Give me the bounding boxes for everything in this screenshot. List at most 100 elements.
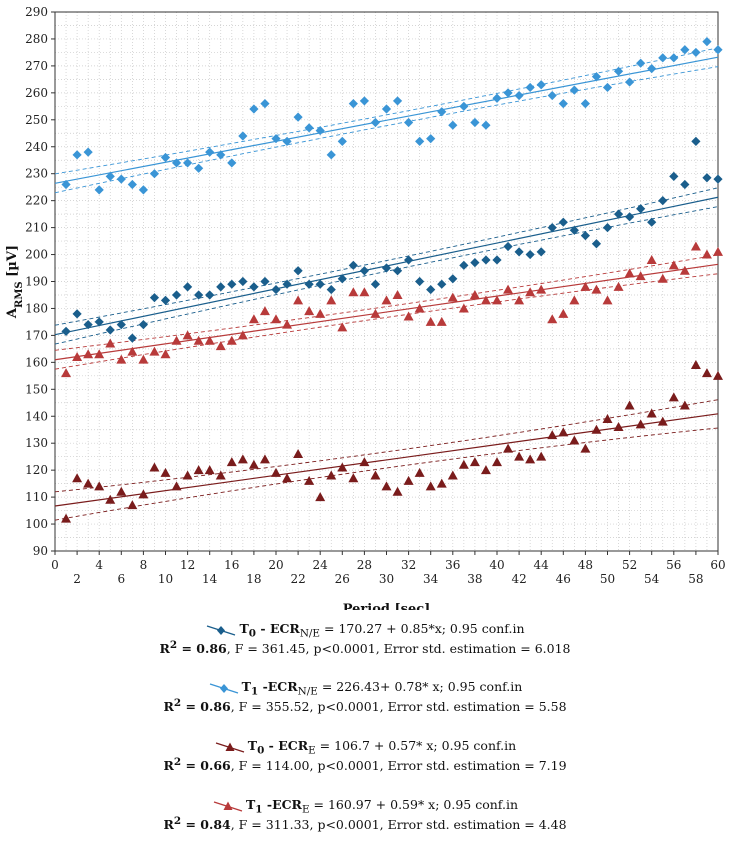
point-diamond bbox=[404, 117, 414, 128]
point-triangle bbox=[447, 292, 458, 302]
point-diamond bbox=[669, 171, 679, 181]
x-tick-label: 42 bbox=[511, 572, 526, 586]
point-diamond bbox=[381, 263, 392, 273]
legend-stats-line: R2 = 0.86, F = 355.52, p<0.0001, Error s… bbox=[0, 697, 730, 715]
point-triangle bbox=[149, 462, 160, 472]
point-diamond bbox=[558, 217, 568, 227]
point-diamond bbox=[337, 136, 347, 146]
y-axis-label-sub: RMS bbox=[14, 281, 25, 308]
point-diamond bbox=[492, 255, 502, 265]
y-axis-label: ARMS [µV] bbox=[5, 245, 25, 319]
point-triangle bbox=[381, 481, 392, 491]
y-tick-label: 220 bbox=[25, 194, 48, 208]
point-diamond bbox=[72, 309, 82, 319]
y-tick-label: 260 bbox=[25, 86, 48, 100]
point-triangle bbox=[337, 462, 348, 472]
point-diamond bbox=[580, 99, 590, 109]
legend-r2-value: = 0.66 bbox=[181, 758, 231, 774]
y-tick-label: 140 bbox=[25, 409, 48, 423]
legend-label: - ECR bbox=[256, 621, 300, 636]
point-diamond bbox=[205, 290, 215, 300]
point-diamond bbox=[94, 185, 104, 195]
point-diamond bbox=[602, 82, 613, 93]
point-triangle bbox=[293, 295, 304, 305]
point-diamond bbox=[569, 225, 579, 235]
y-tick-label: 160 bbox=[25, 355, 48, 369]
point-triangle bbox=[193, 335, 204, 345]
legend-r2-sup: 2 bbox=[173, 756, 182, 768]
y-tick-label: 120 bbox=[25, 463, 48, 477]
x-tick-label: 54 bbox=[644, 572, 660, 586]
y-tick-label: 230 bbox=[25, 167, 48, 181]
point-triangle bbox=[259, 454, 270, 464]
x-tick-label: 26 bbox=[335, 572, 350, 586]
point-triangle bbox=[149, 346, 160, 356]
point-triangle bbox=[127, 346, 138, 356]
point-triangle bbox=[370, 308, 381, 318]
point-triangle bbox=[293, 448, 304, 458]
legend-entry: T0 - ECRE = 106.7 + 0.57* x; 0.95 conf.i… bbox=[0, 738, 730, 774]
point-triangle bbox=[359, 457, 370, 467]
y-tick-label: 110 bbox=[25, 490, 48, 504]
legend-symbol bbox=[215, 741, 244, 753]
point-triangle bbox=[602, 295, 613, 305]
point-triangle bbox=[94, 481, 105, 491]
point-diamond bbox=[337, 274, 347, 284]
point-triangle bbox=[536, 451, 547, 461]
legend-r2-prefix: R bbox=[159, 641, 170, 657]
legend-symbol bbox=[209, 682, 238, 694]
x-tick-label: 28 bbox=[357, 558, 372, 572]
point-triangle bbox=[403, 475, 414, 485]
point-diamond bbox=[171, 290, 182, 300]
x-tick-label: 40 bbox=[489, 558, 504, 572]
point-diamond bbox=[205, 147, 215, 157]
point-diamond bbox=[216, 282, 226, 292]
y-axis-label-main: A bbox=[5, 307, 20, 319]
point-diamond bbox=[238, 131, 248, 141]
point-diamond bbox=[359, 96, 369, 106]
point-diamond bbox=[138, 185, 148, 195]
point-triangle bbox=[282, 319, 293, 329]
point-diamond bbox=[437, 107, 447, 117]
x-tick-label: 0 bbox=[51, 558, 59, 572]
point-diamond bbox=[160, 152, 171, 163]
ci-lower bbox=[54, 427, 719, 521]
point-triangle bbox=[326, 470, 337, 480]
point-diamond bbox=[138, 320, 148, 330]
point-triangle bbox=[259, 306, 270, 316]
point-triangle bbox=[480, 295, 491, 305]
point-diamond bbox=[348, 260, 358, 270]
fit-line bbox=[54, 56, 719, 184]
legend-symbol bbox=[207, 624, 236, 636]
point-diamond bbox=[61, 179, 71, 190]
data-points bbox=[61, 37, 723, 523]
point-triangle bbox=[580, 281, 591, 291]
point-triangle bbox=[271, 467, 281, 477]
point-diamond bbox=[713, 45, 723, 55]
point-triangle bbox=[414, 303, 425, 313]
point-triangle bbox=[635, 419, 646, 429]
point-diamond bbox=[625, 77, 635, 87]
legend-symbol-marker bbox=[223, 801, 233, 810]
point-diamond bbox=[238, 276, 248, 287]
point-triangle bbox=[591, 284, 602, 294]
point-diamond bbox=[392, 266, 403, 276]
point-triangle bbox=[226, 335, 237, 345]
point-triangle bbox=[182, 470, 193, 480]
point-diamond bbox=[249, 282, 259, 292]
legend-symbol-marker bbox=[219, 683, 228, 693]
point-triangle bbox=[215, 341, 226, 351]
point-triangle bbox=[580, 443, 591, 453]
point-triangle bbox=[713, 370, 723, 380]
point-triangle bbox=[558, 308, 569, 318]
legend-entry: T1 -ECRN/E = 226.43+ 0.78* x; 0.95 conf.… bbox=[0, 679, 730, 715]
point-diamond bbox=[680, 45, 690, 55]
ci-upper bbox=[54, 187, 719, 326]
point-triangle bbox=[469, 289, 480, 299]
point-triangle bbox=[690, 360, 701, 370]
x-tick-label: 34 bbox=[423, 572, 439, 586]
point-triangle bbox=[536, 284, 547, 294]
point-diamond bbox=[558, 99, 568, 109]
point-triangle bbox=[83, 349, 94, 359]
point-diamond bbox=[293, 266, 303, 276]
